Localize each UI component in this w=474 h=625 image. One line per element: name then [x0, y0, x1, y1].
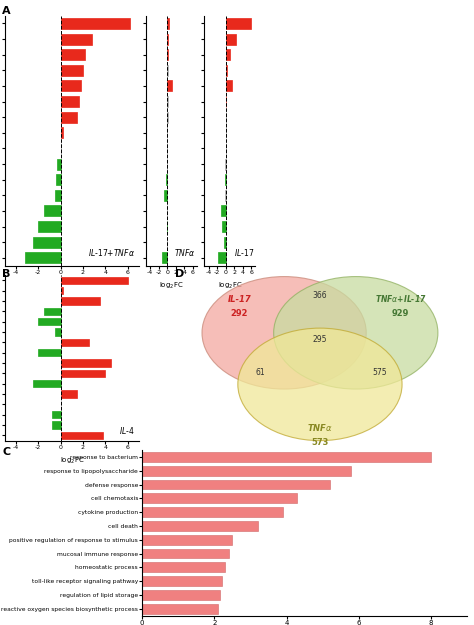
Bar [164, 190, 167, 201]
Bar [218, 253, 226, 263]
Bar [226, 34, 236, 44]
Bar [142, 535, 232, 544]
Bar [61, 276, 128, 284]
Bar [142, 508, 283, 517]
Bar [226, 65, 227, 76]
Ellipse shape [202, 276, 366, 389]
Text: $IL$-$17$: $IL$-$17$ [234, 247, 254, 258]
Text: 573: 573 [311, 438, 328, 448]
Bar [142, 521, 258, 531]
Ellipse shape [273, 276, 438, 389]
Bar [61, 127, 63, 138]
Text: $IL$-$4$: $IL$-$4$ [119, 424, 135, 436]
Text: TNF$\alpha$+IL-17: TNF$\alpha$+IL-17 [375, 293, 427, 304]
Text: 575: 575 [373, 368, 387, 377]
Bar [142, 494, 297, 503]
X-axis label: log$_2$FC: log$_2$FC [218, 281, 242, 291]
Bar [226, 49, 230, 60]
Bar [55, 328, 61, 336]
Text: $TNF\alpha$: $TNF\alpha$ [174, 247, 196, 258]
Bar [222, 221, 226, 232]
Text: C: C [2, 447, 10, 457]
Bar [167, 81, 173, 91]
Bar [142, 604, 218, 614]
Bar [61, 112, 77, 123]
Bar [167, 34, 168, 44]
Bar [225, 174, 226, 185]
Bar [61, 432, 103, 439]
X-axis label: log$_2$FC: log$_2$FC [60, 456, 84, 466]
Text: $IL$-$17$+$TNF\alpha$: $IL$-$17$+$TNF\alpha$ [88, 247, 135, 258]
Bar [61, 391, 77, 398]
Bar [167, 49, 168, 60]
Bar [142, 576, 221, 586]
Bar [38, 318, 61, 325]
Bar [142, 479, 330, 489]
Bar [226, 81, 232, 91]
Bar [38, 349, 61, 356]
Bar [61, 65, 83, 76]
Bar [38, 221, 61, 232]
Text: 929: 929 [392, 309, 409, 318]
Bar [142, 452, 431, 462]
Bar [220, 206, 226, 216]
Bar [61, 287, 63, 294]
Bar [55, 190, 61, 201]
Bar [162, 253, 167, 263]
Bar [142, 466, 351, 476]
Bar [61, 49, 85, 60]
Bar [142, 562, 225, 572]
Bar [57, 159, 61, 169]
Bar [25, 253, 61, 263]
Bar [44, 308, 61, 315]
Bar [166, 174, 167, 185]
Text: B: B [2, 269, 11, 279]
Bar [44, 206, 61, 216]
Bar [56, 174, 61, 185]
Bar [33, 237, 61, 248]
X-axis label: log$_2$FC: log$_2$FC [159, 281, 184, 291]
X-axis label: log$_2$FC: log$_2$FC [60, 281, 84, 291]
Bar [224, 237, 226, 248]
Bar [61, 34, 92, 44]
Bar [226, 18, 251, 29]
Ellipse shape [238, 328, 402, 441]
Bar [52, 421, 61, 429]
Bar [61, 298, 100, 304]
Text: A: A [2, 6, 11, 16]
Text: IL-17: IL-17 [228, 296, 251, 304]
Text: D: D [175, 269, 185, 279]
Text: 292: 292 [230, 309, 248, 318]
Text: 295: 295 [313, 335, 327, 344]
Bar [61, 339, 89, 346]
Text: 61: 61 [255, 368, 265, 377]
Bar [33, 380, 61, 388]
Bar [61, 359, 111, 367]
Bar [167, 18, 169, 29]
Bar [61, 96, 79, 107]
Bar [142, 549, 229, 558]
Bar [61, 81, 81, 91]
Bar [52, 411, 61, 418]
Bar [61, 370, 105, 377]
Text: TNF$\alpha$: TNF$\alpha$ [307, 422, 333, 433]
Text: 366: 366 [313, 291, 327, 299]
Bar [142, 590, 220, 600]
Bar [61, 18, 130, 29]
